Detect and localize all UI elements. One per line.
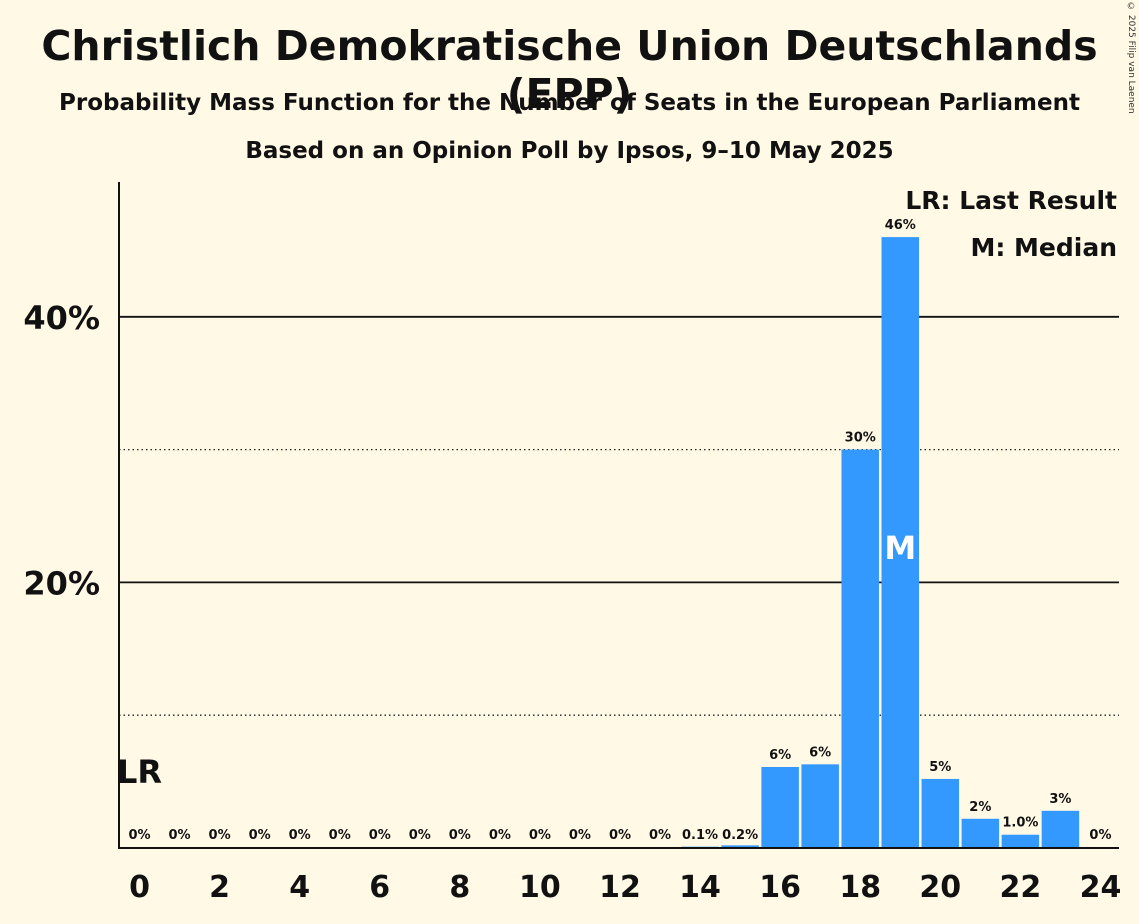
value-label-22: 1.0% xyxy=(1002,816,1038,831)
x-tick-label-0: 0 xyxy=(129,870,150,905)
last-result-marker: LR xyxy=(117,753,162,791)
x-tick-label-20: 20 xyxy=(919,870,961,905)
legend-entry-1: M: Median xyxy=(970,233,1117,262)
median-marker: M xyxy=(884,529,916,567)
value-label-1: 0% xyxy=(169,828,191,843)
y-tick-label-20: 20% xyxy=(23,564,100,602)
value-label-12: 0% xyxy=(609,828,631,843)
bar-22 xyxy=(1001,834,1040,848)
value-label-21: 2% xyxy=(969,800,991,815)
value-label-16: 6% xyxy=(769,748,791,763)
bars xyxy=(681,237,1080,848)
bar-20 xyxy=(921,778,960,848)
value-label-2: 0% xyxy=(209,828,231,843)
x-tick-label-6: 6 xyxy=(369,870,390,905)
bar-19 xyxy=(881,237,920,848)
legend-entry-0: LR: Last Result xyxy=(905,186,1117,215)
chart-title: Christlich Demokratische Union Deutschla… xyxy=(41,22,1098,118)
chart-subtitle: Probability Mass Function for the Number… xyxy=(59,90,1080,116)
value-label-3: 0% xyxy=(249,828,271,843)
x-tick-label-12: 12 xyxy=(599,870,641,905)
x-tick-label-22: 22 xyxy=(1000,870,1042,905)
value-label-17: 6% xyxy=(809,745,831,760)
x-tick-label-16: 16 xyxy=(759,870,801,905)
value-label-8: 0% xyxy=(449,828,471,843)
value-label-14: 0.1% xyxy=(682,828,718,843)
value-label-20: 5% xyxy=(929,760,951,775)
x-tick-label-10: 10 xyxy=(519,870,561,905)
value-label-10: 0% xyxy=(529,828,551,843)
x-tick-label-2: 2 xyxy=(209,870,230,905)
value-label-9: 0% xyxy=(489,828,511,843)
x-tick-label-4: 4 xyxy=(289,870,310,905)
grid-lines xyxy=(119,315,1119,716)
value-label-11: 0% xyxy=(569,828,591,843)
value-label-15: 0.2% xyxy=(722,828,758,843)
bar-21 xyxy=(961,818,1000,848)
x-tick-label-24: 24 xyxy=(1080,870,1122,905)
chart-subtitle-poll: Based on an Opinion Poll by Ipsos, 9–10 … xyxy=(245,138,894,164)
y-tick-label-40: 40% xyxy=(23,299,100,337)
value-label-5: 0% xyxy=(329,828,351,843)
copyright-notice: © 2025 Filip van Laenen xyxy=(1126,2,1136,114)
bar-16 xyxy=(761,766,799,848)
value-label-6: 0% xyxy=(369,828,391,843)
value-label-13: 0% xyxy=(649,828,671,843)
value-labels: 0% 0% 0% 0% 0% 0% 0% 0% 0% 0% 0% 0% 0% 0% 0.1% 0.2% 6% 6%… xyxy=(126,216,1113,845)
markers: LR M xyxy=(117,529,916,791)
x-tick-label-8: 8 xyxy=(449,870,470,905)
bar-17 xyxy=(801,764,839,848)
bar-18 xyxy=(841,449,879,848)
legend: LR: Last Result M: Median xyxy=(905,186,1117,262)
x-tick-label-18: 18 xyxy=(839,870,881,905)
x-tick-label-14: 14 xyxy=(679,870,721,905)
value-label-18: 30% xyxy=(845,431,876,446)
bar-23 xyxy=(1041,810,1080,848)
value-label-23: 3% xyxy=(1049,792,1071,807)
bar-15 xyxy=(721,845,759,848)
value-label-0: 0% xyxy=(128,828,150,843)
value-label-7: 0% xyxy=(409,828,431,843)
value-label-24: 0% xyxy=(1089,828,1111,843)
value-label-19: 46% xyxy=(885,218,916,233)
value-label-4: 0% xyxy=(289,828,311,843)
